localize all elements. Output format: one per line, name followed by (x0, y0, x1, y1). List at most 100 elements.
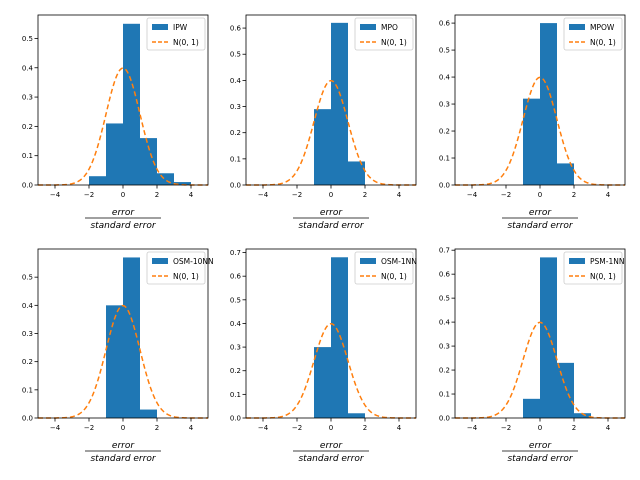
x-axis-label-denominator: standard error (298, 454, 364, 464)
bar-3-to-4 (174, 182, 191, 185)
legend-bar-label: OSM-1NN (381, 257, 417, 266)
x-axis-label-numerator: error (320, 441, 343, 451)
x-axis-label-numerator: error (529, 441, 552, 451)
legend-curve-label: N(0, 1) (173, 38, 199, 47)
bar--1-to-0 (106, 305, 123, 418)
y-tick-label: 0.1 (439, 391, 450, 399)
y-tick-label: 0.4 (439, 319, 451, 327)
y-tick-label: 0.1 (439, 155, 450, 163)
y-tick-label: 0.4 (230, 320, 242, 328)
bar-1-to-2 (348, 161, 365, 185)
normal-curve-line (38, 304, 208, 419)
x-tick-label: 4 (397, 191, 402, 199)
bar-1-to-2 (557, 163, 574, 185)
x-tick-label: −4 (467, 191, 478, 199)
x-tick-label: 2 (363, 424, 367, 432)
bar-1-to-2 (140, 409, 157, 418)
bar--1-to-0 (523, 398, 540, 418)
x-tick-label: 0 (329, 191, 333, 199)
legend: PSM-1NN N(0, 1) (563, 251, 624, 285)
legend-bar-swatch (360, 258, 376, 264)
y-tick-label: 0.6 (439, 20, 451, 28)
bar-0-to-1 (331, 257, 348, 418)
legend-bar-label: IPW (173, 23, 188, 32)
legend-bar-label: OSM-10NN (173, 257, 214, 266)
x-tick-label: 0 (121, 191, 125, 199)
bar-0-to-1 (123, 23, 140, 185)
x-tick-label: 2 (155, 191, 159, 199)
y-tick-label: 0.0 (22, 182, 33, 190)
x-tick-label: 0 (329, 424, 333, 432)
y-tick-label: 0.3 (22, 94, 33, 102)
bar-1-to-2 (348, 413, 365, 418)
x-axis-label-denominator: standard error (90, 454, 156, 464)
bar--2-to--1 (89, 176, 106, 185)
bar--1-to-0 (314, 347, 331, 418)
bar-1-to-2 (140, 138, 157, 185)
x-axis-label-denominator: standard error (507, 454, 573, 464)
y-tick-label: 0.2 (439, 128, 450, 136)
y-tick-label: 0.3 (439, 343, 450, 351)
x-axis-label-denominator: standard error (507, 221, 573, 231)
x-axis-label-denominator: standard error (90, 221, 156, 231)
legend: MPOW N(0, 1) (563, 17, 623, 51)
x-tick-label: −2 (84, 191, 94, 199)
normal-curve-line (38, 67, 208, 186)
y-tick-label: 0.1 (230, 391, 241, 399)
legend-curve-label: N(0, 1) (590, 38, 616, 47)
y-tick-label: 0.3 (22, 330, 33, 338)
normal-curve-line (455, 76, 625, 186)
y-tick-label: 0.4 (22, 64, 34, 72)
x-tick-label: 2 (363, 191, 367, 199)
bar-2-to-3 (157, 173, 174, 185)
y-tick-label: 0.2 (230, 367, 241, 375)
normal-curve-line (246, 79, 416, 186)
x-tick-label: −4 (258, 191, 269, 199)
legend-curve-label: N(0, 1) (381, 38, 407, 47)
y-tick-label: 0.5 (230, 51, 241, 59)
x-tick-label: 4 (397, 424, 402, 432)
panel-4: −4 −2 0 2 4 0.0 0.1 0.2 0.3 0.4 0.5 error standard e… (22, 248, 214, 464)
bar-2-to-3 (574, 413, 591, 418)
legend-bar-label: MPO (381, 23, 398, 32)
y-tick-label: 0.0 (230, 415, 241, 423)
x-tick-label: −4 (50, 191, 61, 199)
y-tick-label: 0.6 (230, 25, 242, 33)
bar--1-to-0 (523, 98, 540, 185)
x-axis-label-numerator: error (529, 208, 552, 218)
x-tick-label: −2 (501, 191, 511, 199)
bar-1-to-2 (557, 362, 574, 418)
y-tick-label: 0.5 (439, 295, 450, 303)
y-tick-label: 0.5 (230, 296, 241, 304)
y-tick-label: 0.3 (439, 101, 450, 109)
x-tick-label: 4 (606, 191, 611, 199)
legend-bar-swatch (569, 24, 585, 30)
x-tick-label: 2 (572, 191, 576, 199)
x-axis-label-numerator: error (112, 208, 135, 218)
legend: OSM-1NN N(0, 1) (354, 251, 417, 285)
bar-0-to-1 (123, 257, 140, 418)
x-tick-label: 2 (155, 424, 159, 432)
x-axis-label-numerator: error (112, 441, 135, 451)
legend-bar-swatch (360, 24, 376, 30)
y-tick-label: 0.2 (22, 358, 33, 366)
legend: OSM-10NN N(0, 1) (146, 251, 214, 285)
x-tick-label: 4 (189, 191, 194, 199)
x-tick-label: 0 (538, 424, 542, 432)
x-tick-label: 4 (606, 424, 611, 432)
x-tick-label: −2 (292, 191, 302, 199)
y-tick-label: 0.6 (439, 271, 451, 279)
y-tick-label: 0.2 (22, 123, 33, 131)
panel-6: −4 −2 0 2 4 0.0 0.1 0.2 0.3 0.4 0.5 0.6 0.7 error stan… (439, 247, 626, 464)
x-tick-label: −2 (84, 424, 94, 432)
y-tick-label: 0.1 (230, 155, 241, 163)
panel-5: −4 −2 0 2 4 0.0 0.1 0.2 0.3 0.4 0.5 0.6 0.7 error stan… (230, 248, 417, 464)
y-tick-label: 0.3 (230, 344, 241, 352)
bar--1-to-0 (314, 109, 331, 185)
y-tick-label: 0.4 (439, 74, 451, 82)
x-tick-label: −4 (50, 424, 61, 432)
legend-bar-label: PSM-1NN (590, 257, 624, 266)
panel-1: −4 −2 0 2 4 0.0 0.1 0.2 0.3 0.4 0.5 error standard e… (22, 14, 209, 231)
panel-2: −4 −2 0 2 4 0.0 0.1 0.2 0.3 0.4 0.5 0.6 error standar… (230, 14, 417, 231)
